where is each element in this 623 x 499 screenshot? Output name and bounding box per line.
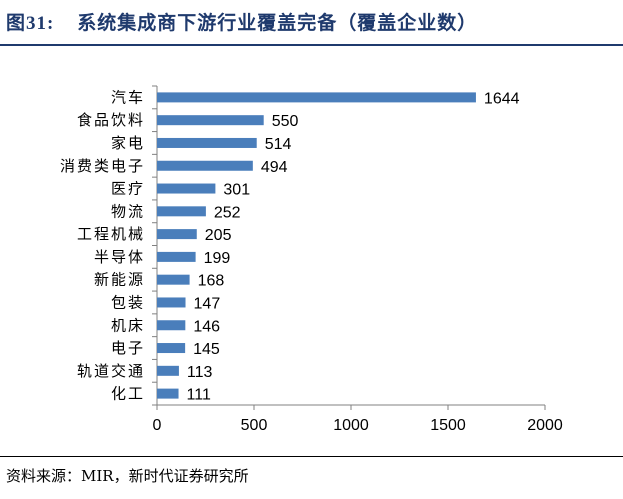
bar — [157, 183, 216, 194]
data-label: 111 — [187, 387, 211, 404]
data-label: 252 — [214, 204, 241, 221]
figure-title: 图31: 系统集成商下游行业覆盖完备（覆盖企业数） — [6, 8, 477, 35]
bar — [157, 297, 186, 308]
category-label: 家电 — [111, 134, 145, 152]
data-label: 168 — [198, 273, 225, 290]
bar — [157, 115, 264, 126]
x-tick-label: 1500 — [430, 417, 466, 434]
bar — [157, 274, 190, 285]
bar — [157, 320, 186, 331]
bar — [157, 160, 253, 171]
bottom-rule — [0, 456, 623, 457]
category-label: 化工 — [111, 385, 145, 403]
category-label: 工程机械 — [77, 225, 145, 243]
source-note: 资料来源：MIR，新时代证券研究所 — [6, 467, 249, 485]
category-label: 汽车 — [111, 88, 145, 106]
category-label: 物流 — [111, 202, 145, 220]
figure-number: 图31: — [6, 13, 55, 34]
category-label: 半导体 — [94, 248, 145, 266]
data-label: 147 — [194, 295, 221, 312]
bar — [157, 137, 257, 148]
data-label: 146 — [193, 318, 220, 335]
x-tick-label: 1000 — [333, 417, 369, 434]
x-tick-label: 2000 — [527, 417, 563, 434]
data-label: 1644 — [484, 90, 520, 107]
bar — [157, 343, 186, 354]
category-label: 医疗 — [111, 180, 145, 198]
data-label: 514 — [265, 136, 292, 153]
bar — [157, 251, 196, 262]
x-tick-label: 0 — [153, 417, 162, 434]
data-label: 205 — [205, 227, 232, 244]
category-label: 消费类电子 — [60, 157, 145, 175]
bar — [157, 206, 206, 217]
data-label: 301 — [223, 182, 250, 199]
top-rule — [0, 44, 623, 46]
category-label: 机床 — [111, 316, 145, 334]
category-label: 新能源 — [94, 271, 145, 289]
x-tick-label: 500 — [241, 417, 268, 434]
data-label: 494 — [261, 159, 288, 176]
category-label: 包装 — [111, 293, 145, 311]
data-label: 145 — [193, 341, 220, 358]
category-label: 食品饮料 — [77, 111, 145, 129]
data-label: 199 — [204, 250, 231, 267]
figure-title-text: 系统集成商下游行业覆盖完备（覆盖企业数） — [77, 12, 478, 34]
bar — [157, 365, 179, 376]
data-label: 550 — [272, 113, 299, 130]
category-label: 轨道交通 — [77, 362, 145, 380]
bar — [157, 92, 476, 103]
bar — [157, 388, 179, 399]
category-label: 电子 — [111, 339, 145, 357]
bar — [157, 229, 197, 240]
data-label: 113 — [187, 364, 213, 381]
